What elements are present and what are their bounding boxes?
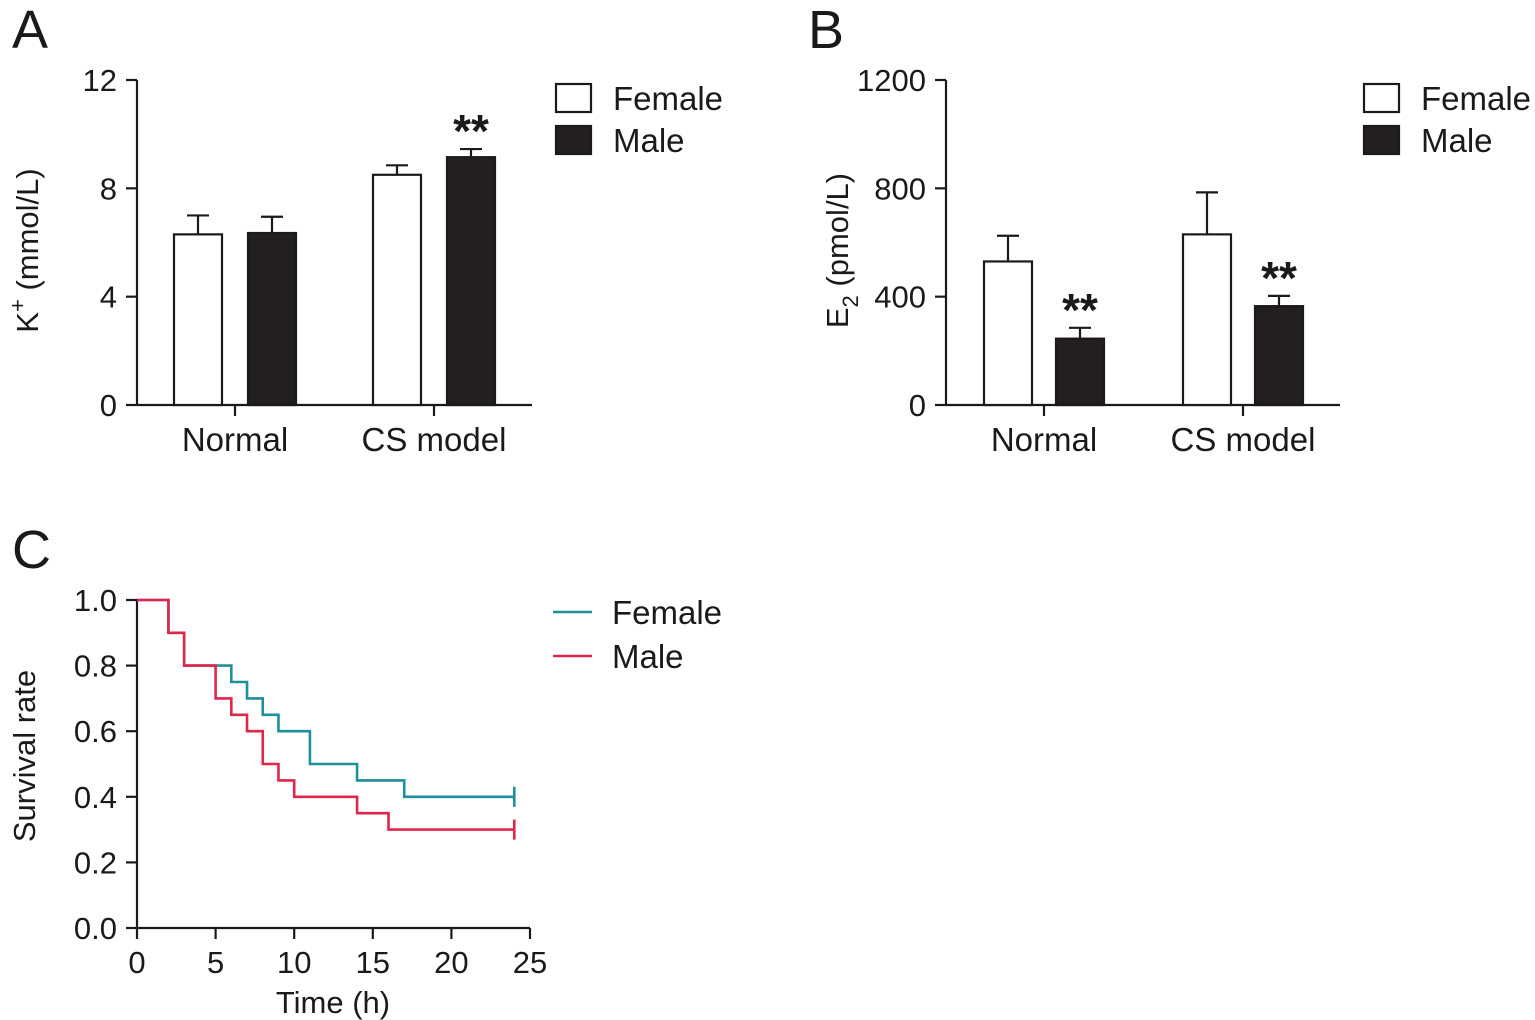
bar-female — [172, 233, 224, 407]
legend-label: Male — [613, 122, 685, 159]
x-tick-label: 25 — [513, 945, 547, 980]
x-tick-label: 15 — [356, 945, 390, 980]
legend-label: Female — [613, 80, 723, 117]
legend-swatch-female — [554, 82, 593, 114]
x-tick-label: 5 — [207, 945, 224, 980]
x-tick-label: 10 — [277, 945, 311, 980]
survival-curve-female — [137, 598, 515, 799]
y-tick-label: 800 — [874, 171, 926, 206]
y-tick-label: 12 — [83, 63, 117, 98]
y-tick-label: 0 — [909, 388, 926, 423]
legend-label: Female — [1421, 80, 1531, 117]
y-axis-label: Survival rate — [7, 670, 42, 842]
significance-marker: ** — [453, 105, 489, 157]
bar-male — [1054, 337, 1106, 407]
legend-swatch-male — [554, 124, 593, 156]
y-tick-label: 0.0 — [74, 911, 117, 946]
category-label: CS model — [362, 421, 507, 458]
panel-label-c: C — [12, 520, 51, 580]
significance-marker: ** — [1062, 284, 1098, 336]
category-label: Normal — [991, 421, 1097, 458]
y-tick-label: 0.4 — [74, 780, 117, 815]
y-axis-label: K+ (mmol/L) — [5, 168, 45, 332]
bar-male — [445, 156, 497, 407]
bar-female — [1181, 233, 1233, 407]
legend-label: Male — [612, 638, 684, 675]
bar-female — [982, 260, 1034, 407]
x-axis-label: Time (h) — [276, 985, 390, 1020]
legend-label: Male — [1421, 122, 1493, 159]
survival-curve-male — [137, 598, 515, 831]
bar-female — [371, 173, 423, 407]
panel-label-a: A — [12, 0, 48, 60]
category-label: CS model — [1171, 421, 1316, 458]
legend-swatch-male — [1362, 124, 1401, 156]
panel-label-b: B — [808, 0, 844, 60]
x-tick-label: 20 — [434, 945, 468, 980]
category-label: Normal — [182, 421, 288, 458]
y-tick-label: 4 — [100, 280, 117, 315]
y-tick-label: 1.0 — [74, 583, 117, 618]
bar-male — [1253, 305, 1305, 407]
y-tick-label: 1200 — [857, 63, 926, 98]
chart-c-survival: 0.0 0.2 0.4 0.6 0.8 1.0 0 5 10 15 20 25 Time (h) Surv… — [7, 583, 722, 1020]
y-tick-label: 400 — [874, 280, 926, 315]
y-tick-label: 0 — [100, 388, 117, 423]
legend-swatch-female — [1362, 82, 1401, 114]
y-tick-label: 0.8 — [74, 649, 117, 684]
y-tick-label: 0.2 — [74, 845, 117, 880]
chart-a-k-plus: 0 4 8 12 Normal CS model ** K+ (mmol/L) Female Ma… — [5, 63, 723, 458]
bar-male — [246, 231, 298, 407]
legend-label: Female — [612, 594, 722, 631]
y-axis-label: E2 (pmol/L) — [820, 173, 863, 328]
y-tick-label: 8 — [100, 171, 117, 206]
significance-marker: ** — [1261, 252, 1297, 304]
x-tick-label: 0 — [128, 945, 145, 980]
chart-b-e2: 0 400 800 1200 Normal CS model ** ** E2 (pmol/L)… — [820, 63, 1531, 458]
y-tick-label: 0.6 — [74, 714, 117, 749]
